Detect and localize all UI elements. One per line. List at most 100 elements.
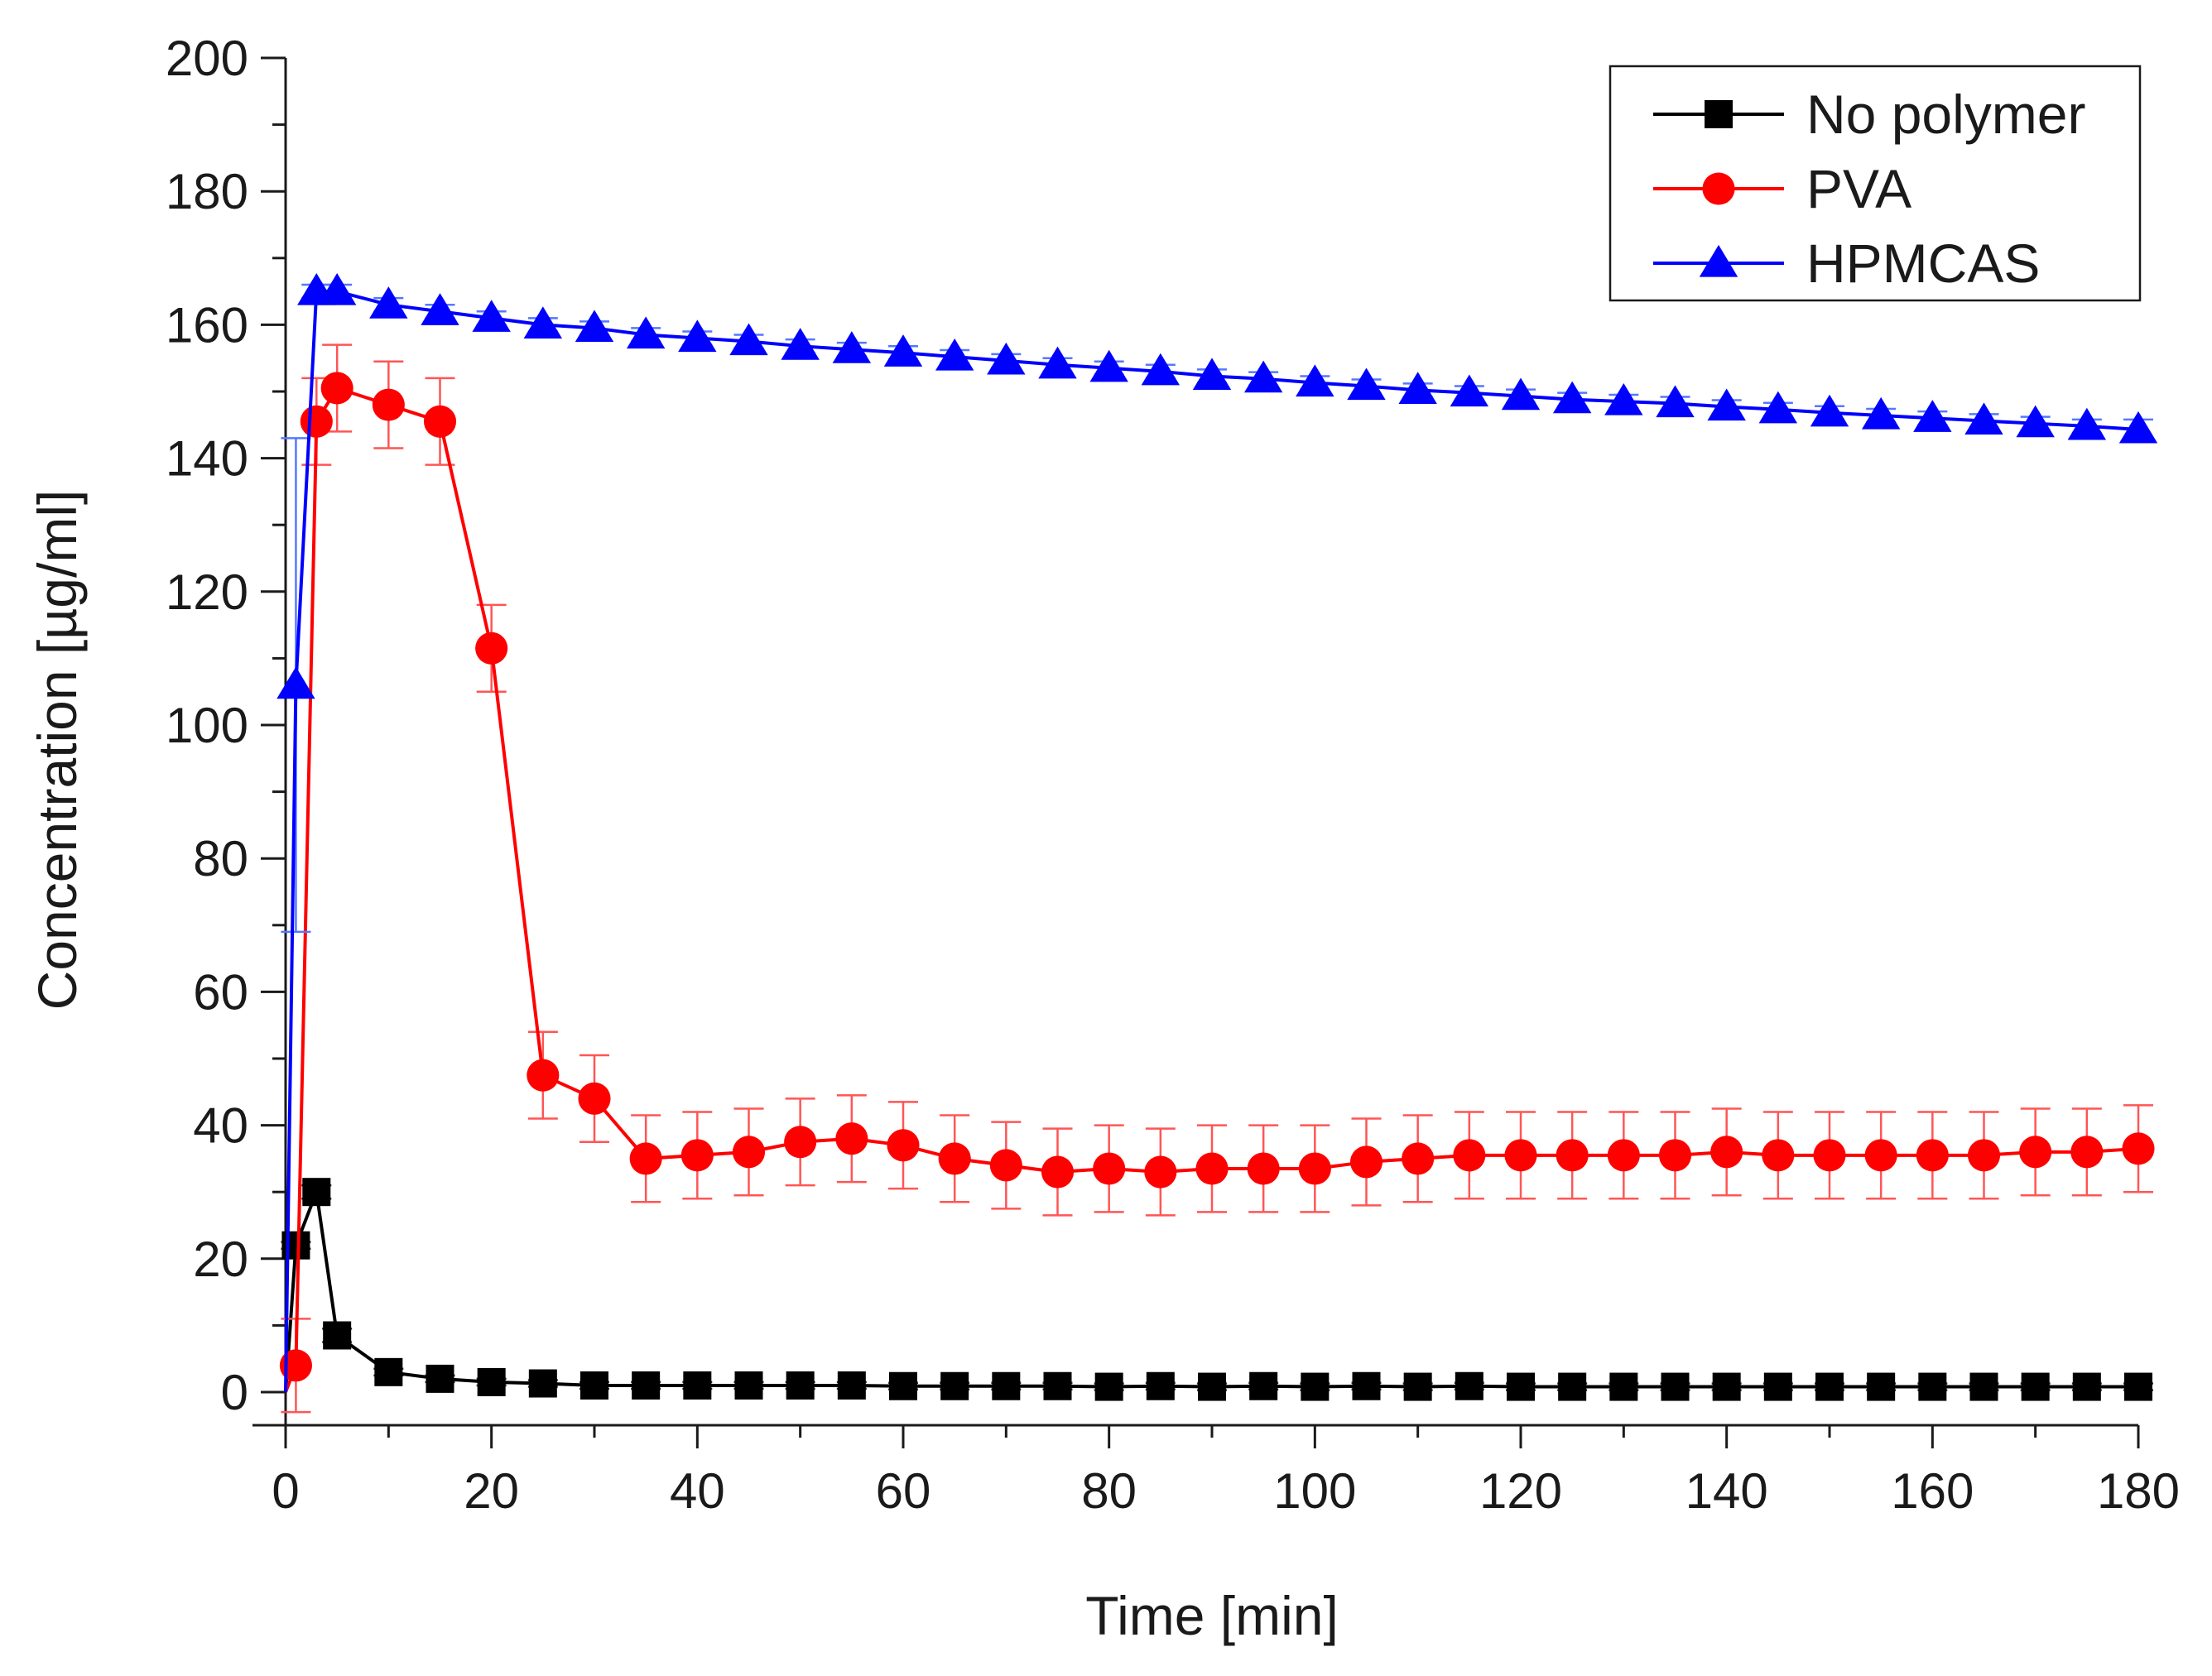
data-point xyxy=(683,1371,712,1400)
x-tick-label: 160 xyxy=(1891,1463,1974,1519)
y-tick-label: 120 xyxy=(166,564,248,620)
data-point xyxy=(1556,1139,1589,1172)
data-point xyxy=(372,388,405,421)
data-point xyxy=(1810,394,1849,427)
data-point xyxy=(426,1364,454,1393)
y-tick-label: 200 xyxy=(166,31,248,86)
x-tick-label: 0 xyxy=(272,1463,299,1519)
data-point xyxy=(1656,385,1695,418)
data-point xyxy=(1964,402,2003,435)
data-point xyxy=(302,1178,331,1207)
data-point xyxy=(475,632,508,665)
data-point xyxy=(680,1139,714,1172)
data-point xyxy=(2118,411,2158,444)
y-tick-label: 180 xyxy=(166,164,248,219)
data-point xyxy=(1243,360,1283,393)
y-tick-label: 140 xyxy=(166,431,248,487)
x-axis-title: Time [min] xyxy=(1085,1585,1339,1646)
legend-label: HPMCAS xyxy=(1806,233,2040,294)
data-point xyxy=(374,1357,403,1386)
data-point xyxy=(1349,1145,1383,1179)
data-point xyxy=(1501,377,1541,411)
data-point xyxy=(276,666,315,699)
y-tick-label: 80 xyxy=(193,831,248,886)
legend-marker xyxy=(1702,172,1735,205)
x-tick-label: 140 xyxy=(1685,1463,1768,1519)
data-point xyxy=(1247,1152,1280,1185)
data-point xyxy=(2072,1372,2101,1401)
data-point xyxy=(632,1371,661,1400)
y-tick-label: 60 xyxy=(193,964,248,1020)
data-point xyxy=(1301,1372,1330,1401)
data-point xyxy=(1198,1372,1226,1401)
legend-item: No polymer xyxy=(1653,84,2085,145)
data-point xyxy=(1398,372,1437,404)
data-point xyxy=(1710,1136,1743,1169)
data-point xyxy=(1453,1139,1486,1172)
data-point xyxy=(1967,1139,2001,1172)
data-point xyxy=(369,286,408,319)
data-point xyxy=(575,310,614,343)
data-point xyxy=(320,372,353,405)
y-tick-label: 40 xyxy=(193,1098,248,1154)
data-point xyxy=(1043,1371,1072,1400)
data-point xyxy=(2021,1372,2050,1401)
data-point xyxy=(528,1369,557,1398)
data-point xyxy=(1504,1139,1537,1172)
data-point xyxy=(935,338,974,371)
data-point xyxy=(887,1129,920,1162)
data-point xyxy=(883,334,923,367)
data-point xyxy=(423,405,457,438)
data-point xyxy=(1661,1372,1690,1401)
data-point xyxy=(626,316,666,349)
data-point xyxy=(1455,1371,1483,1400)
data-point xyxy=(1712,1372,1741,1401)
series-line xyxy=(284,386,2139,1393)
data-point xyxy=(1402,1142,1435,1175)
x-tick-label: 40 xyxy=(670,1463,725,1519)
series-line xyxy=(284,1185,2138,1393)
data-point xyxy=(1815,1372,1844,1401)
data-point xyxy=(1604,382,1643,415)
data-point xyxy=(989,1149,1022,1182)
legend-marker xyxy=(1699,244,1738,277)
data-point xyxy=(300,405,333,438)
data-point xyxy=(629,1142,662,1175)
data-point xyxy=(1813,1139,1846,1172)
y-tick-label: 20 xyxy=(193,1232,248,1287)
data-point xyxy=(477,1367,506,1396)
legend-box xyxy=(1609,65,2142,302)
data-point xyxy=(734,1371,763,1400)
data-point xyxy=(1144,1155,1177,1189)
data-point xyxy=(2067,407,2107,440)
data-point xyxy=(1758,391,1798,424)
x-tick-label: 60 xyxy=(876,1463,931,1519)
data-point xyxy=(1041,1155,1075,1189)
y-axis-title: Concentration [µg/ml] xyxy=(26,490,88,1011)
data-point xyxy=(1089,349,1128,382)
data-point xyxy=(578,1082,611,1115)
data-point xyxy=(317,273,357,305)
series-no-polymer xyxy=(281,1178,2153,1401)
data-point xyxy=(1192,358,1232,391)
data-point xyxy=(2124,1372,2152,1401)
x-tick-label: 100 xyxy=(1273,1463,1356,1519)
legend-item: PVA xyxy=(1653,158,1911,219)
data-point xyxy=(832,331,872,363)
y-tick-label: 100 xyxy=(166,698,248,753)
legend-item: HPMCAS xyxy=(1653,233,2040,294)
data-point xyxy=(1918,1372,1947,1401)
legend-label: PVA xyxy=(1806,158,1911,219)
legend: No polymer PVA HPMCAS xyxy=(1609,65,2142,302)
data-point xyxy=(2122,1132,2155,1165)
data-point xyxy=(2019,1136,2052,1169)
data-point xyxy=(2016,405,2055,438)
series-pva xyxy=(279,343,2155,1414)
y-tick-label: 0 xyxy=(221,1365,248,1420)
data-point xyxy=(1093,1152,1126,1185)
data-point xyxy=(1298,1152,1331,1185)
data-point xyxy=(1658,1139,1692,1172)
data-point xyxy=(323,1321,352,1350)
data-point xyxy=(421,293,459,325)
